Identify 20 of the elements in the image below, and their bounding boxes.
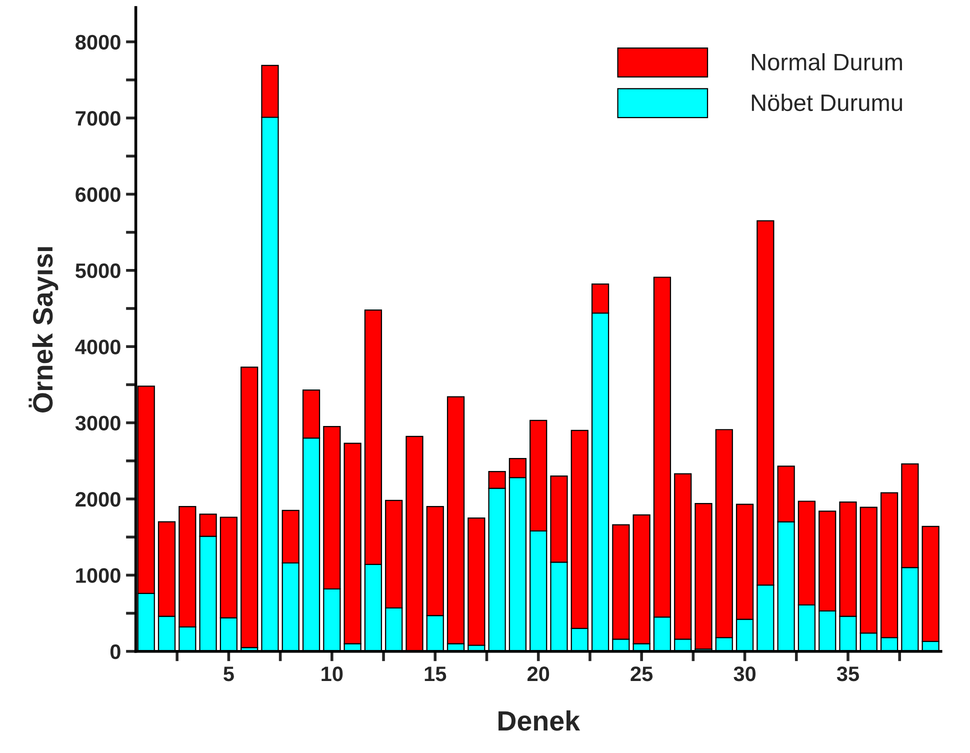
- x-tick-label: 5: [224, 666, 234, 682]
- y-tick-label: 0: [110, 644, 120, 660]
- y-tick-label: 2000: [76, 492, 120, 507]
- x-tick-label: 25: [630, 666, 653, 682]
- y-tick-label: 4000: [75, 340, 120, 354]
- x-axis-title: Denek: [498, 710, 580, 731]
- y-tick-label: 7000: [76, 111, 120, 126]
- y-tick-label: 6000: [76, 187, 120, 202]
- y-axis-title: Örnek Sayısı: [28, 247, 58, 412]
- x-tick-label: 10: [322, 666, 343, 682]
- legend-label: Nöbet Durumu: [752, 94, 902, 112]
- y-tick-label: 5000: [76, 263, 120, 278]
- x-tick-label: 15: [424, 666, 446, 682]
- y-tick-label: 1000: [76, 568, 120, 583]
- x-tick-label: 20: [527, 666, 550, 682]
- x-tick-label: 35: [836, 666, 860, 682]
- x-tick-label: 30: [734, 666, 756, 682]
- legend-label: Normal Durum: [752, 53, 902, 71]
- y-tick-label: 8000: [76, 34, 120, 50]
- y-tick-label: 3000: [75, 416, 120, 431]
